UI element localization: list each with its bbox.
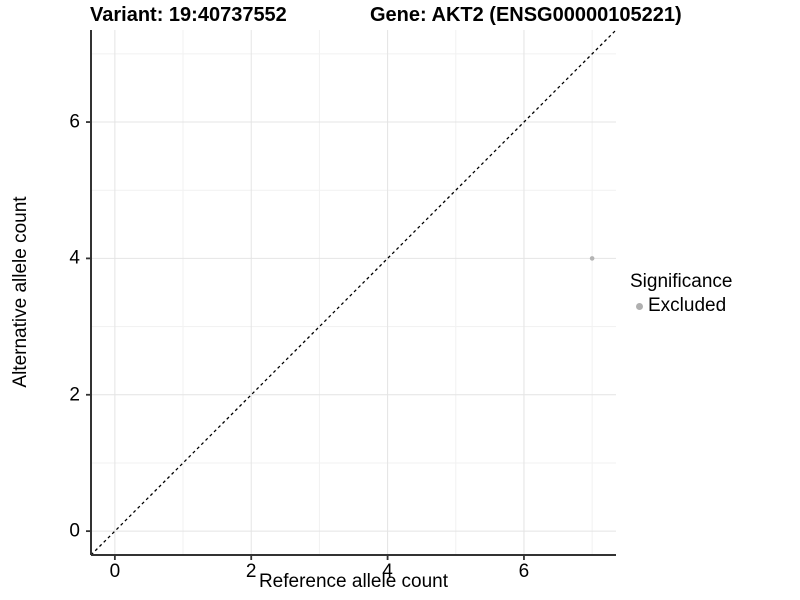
y-tick-label: 4 xyxy=(69,247,80,269)
x-tick-label: 0 xyxy=(109,561,121,582)
x-tick-label: 4 xyxy=(382,561,393,582)
legend-item-label: Excluded xyxy=(648,295,727,316)
legend-title: Significance xyxy=(630,271,733,292)
x-tick-label: 2 xyxy=(245,561,257,582)
legend-item-excluded: Excluded xyxy=(630,295,732,317)
scatter-point xyxy=(589,256,595,261)
y-tick-label: 0 xyxy=(69,520,80,542)
legend-point-icon xyxy=(636,302,643,310)
y-tick-label: 6 xyxy=(69,111,80,133)
identity-line xyxy=(90,29,617,556)
variant-title: Variant: 19:40737552 xyxy=(90,4,287,26)
x-tick-label: 6 xyxy=(518,561,530,582)
legend: Significance Excluded xyxy=(630,271,732,317)
gene-title: Gene: AKT2 (ENSG00000105221) xyxy=(370,4,682,26)
y-axis-title: Alternative allele count xyxy=(10,196,31,388)
x-axis-title: Reference allele count xyxy=(258,571,449,592)
y-tick-label: 2 xyxy=(69,384,80,406)
